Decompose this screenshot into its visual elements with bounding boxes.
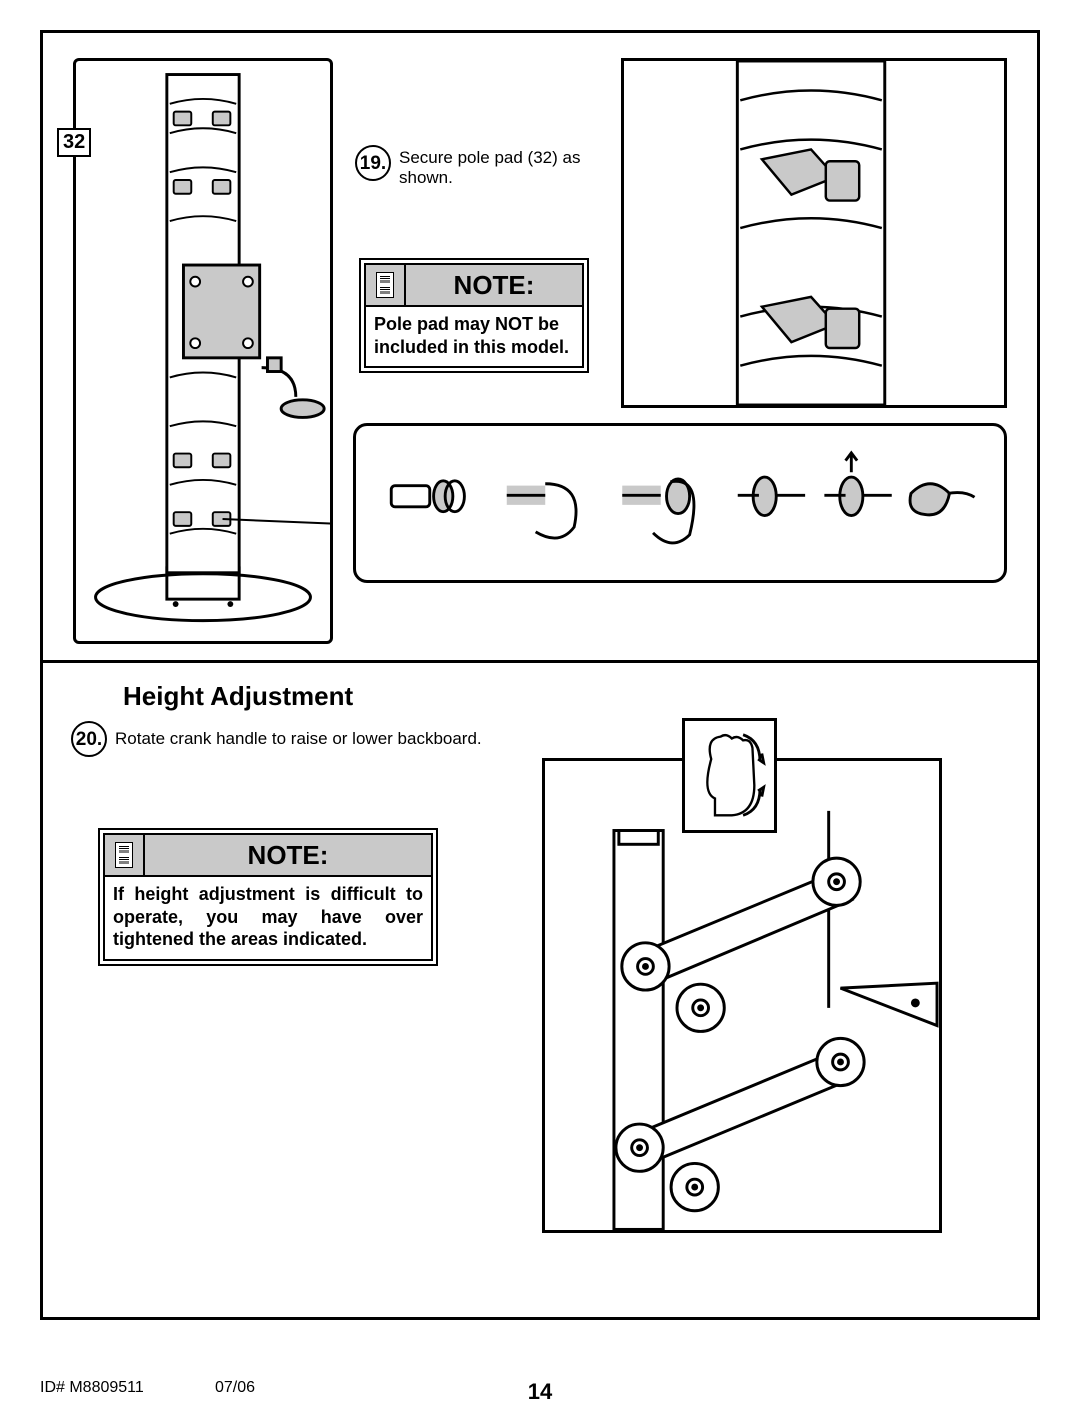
step-text-19: Secure pole pad (32) as shown. — [399, 148, 589, 188]
note-body-2: If height adjustment is difficult to ope… — [105, 877, 431, 959]
note-title-1: NOTE: — [406, 265, 582, 305]
section-pole-pad: 32 19. Secure pole pad (32) as shown. NO… — [43, 33, 1037, 663]
manual-page: 32 19. Secure pole pad (32) as shown. NO… — [0, 0, 1080, 1397]
page-frame: 32 19. Secure pole pad (32) as shown. NO… — [40, 30, 1040, 1320]
illustration-strap-steps — [353, 423, 1007, 583]
note-icon — [366, 265, 406, 305]
illustration-pole — [73, 58, 333, 644]
illustration-strap-detail — [621, 58, 1007, 408]
step-bullet-19: 19. — [355, 145, 391, 181]
note-block-1: NOTE: Pole pad may NOT be included in th… — [359, 258, 589, 373]
illustration-crank-hand — [682, 718, 777, 833]
section-title: Height Adjustment — [123, 681, 353, 712]
section-height-adjustment: Height Adjustment 20. Rotate crank handl… — [43, 663, 1037, 1318]
note-block-2: NOTE: If height adjustment is difficult … — [98, 828, 438, 966]
note-title-2: NOTE: — [145, 835, 431, 875]
callout-part-32: 32 — [57, 128, 91, 157]
step-text-20: Rotate crank handle to raise or lower ba… — [115, 729, 545, 749]
note-body-1: Pole pad may NOT be included in this mod… — [366, 307, 582, 366]
step-bullet-20: 20. — [71, 721, 107, 757]
note-icon — [105, 835, 145, 875]
footer-page-number: 14 — [40, 1379, 1040, 1405]
